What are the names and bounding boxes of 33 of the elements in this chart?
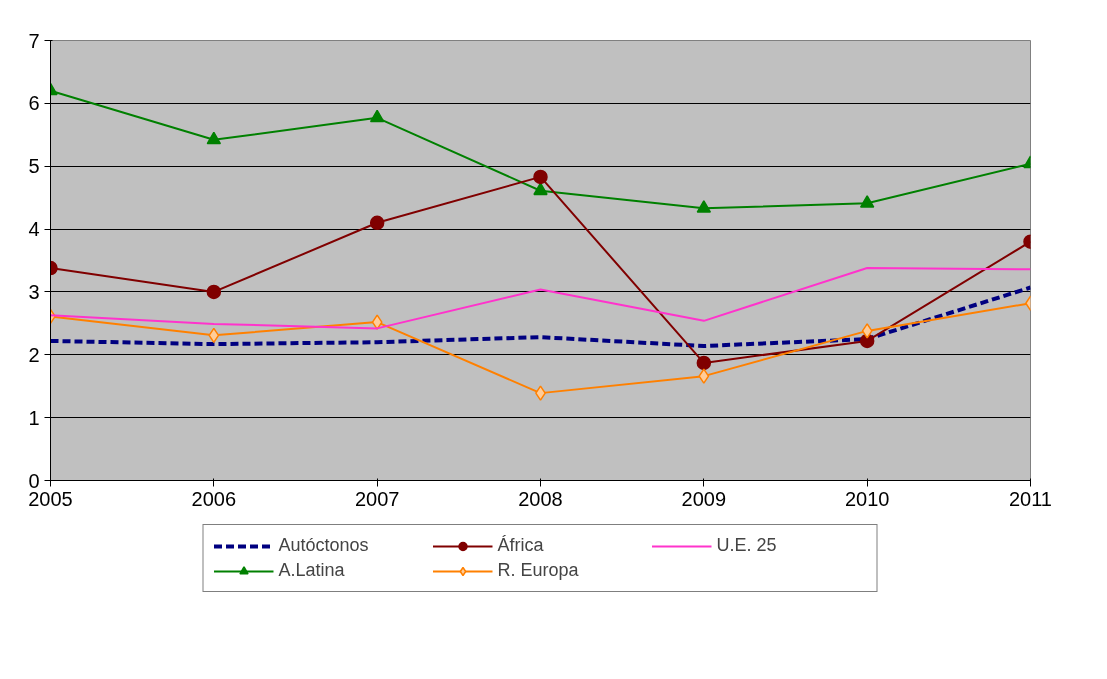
x-tick-label: 2011 — [1009, 487, 1053, 510]
legend-label: A.Latina — [278, 560, 346, 581]
point — [369, 109, 385, 123]
point — [698, 368, 710, 384]
x-tick-label: 2006 — [191, 487, 237, 510]
point — [533, 169, 548, 185]
x-tick-label: 2009 — [681, 487, 727, 510]
x-tick-label: 2007 — [354, 487, 400, 510]
point — [696, 200, 712, 213]
legend-label: R. Europa — [497, 560, 580, 581]
y-tick-label: 1 — [28, 406, 40, 429]
point — [371, 314, 383, 330]
point — [369, 215, 385, 231]
x-tick-label: 2008 — [518, 487, 563, 510]
y-tick-label: 6 — [28, 92, 40, 115]
point — [206, 284, 222, 300]
legend-label: U.E. 25 — [716, 535, 778, 556]
y-tick-label: 5 — [28, 155, 40, 178]
point — [696, 355, 712, 371]
line-series — [50, 267, 1031, 330]
y-tick-label: 4 — [28, 218, 40, 241]
point — [533, 182, 548, 196]
legend-label: África — [497, 535, 545, 556]
y-tick-label: 3 — [28, 280, 40, 303]
point — [859, 195, 875, 208]
x-tick-label: 2010 — [844, 487, 890, 510]
legend-label: Autóctonos — [278, 535, 370, 556]
y-tick-label: 2 — [28, 343, 40, 366]
line-series — [50, 285, 1031, 348]
y-tick-label: 7 — [28, 29, 40, 52]
point — [208, 327, 220, 344]
point — [861, 323, 873, 339]
point — [206, 131, 222, 145]
